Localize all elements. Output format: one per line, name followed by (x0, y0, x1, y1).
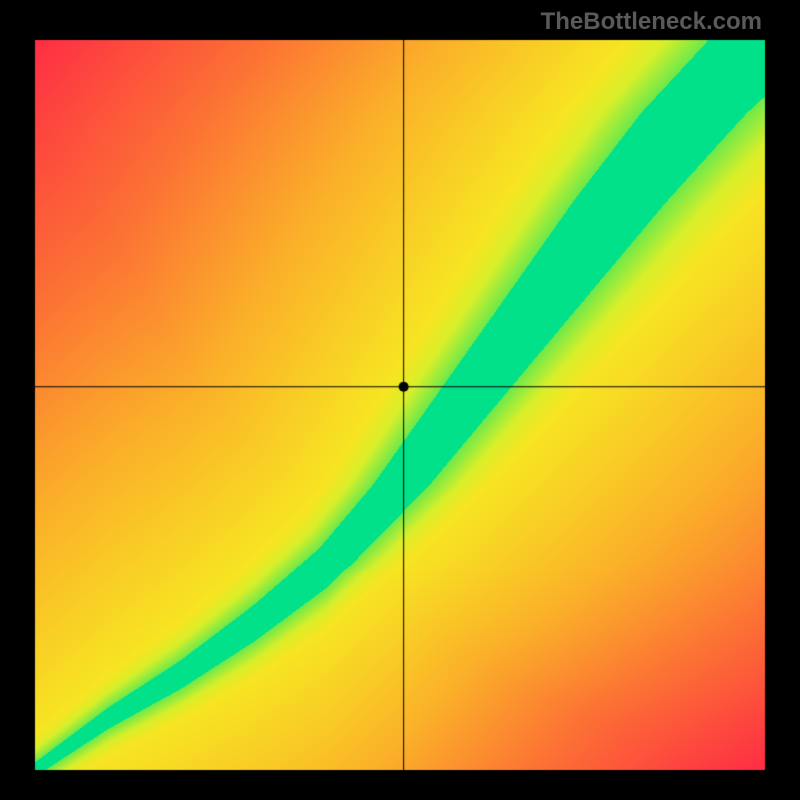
bottleneck-heatmap (0, 0, 800, 800)
watermark-text: TheBottleneck.com (541, 8, 762, 36)
chart-container: TheBottleneck.com (0, 0, 800, 800)
